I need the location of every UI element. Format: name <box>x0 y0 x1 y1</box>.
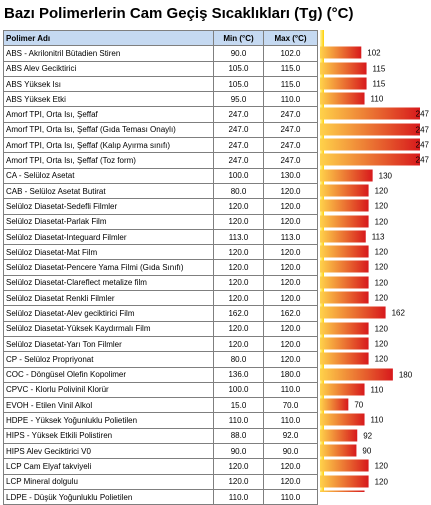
table-row[interactable]: Selüloz Diasetat-Yarı Ton Filmler 120.0 12… <box>3 335 318 353</box>
table-row[interactable]: CAB - Selüloz Asetat Butirat 80.0 120.0 <box>3 182 318 200</box>
bar-value-label: 113 <box>372 233 385 242</box>
bar-value-label: 120 <box>375 294 389 303</box>
chart-bar <box>320 46 362 59</box>
bar-value-label: 247 <box>416 156 430 165</box>
table-row[interactable]: Selüloz Diasetat-Mat Film 120.0 120.0 <box>3 244 318 261</box>
bar-value-label: 120 <box>375 263 389 272</box>
chart-bar <box>320 77 367 90</box>
bar-value-label: 120 <box>375 218 389 227</box>
chart-bar <box>320 291 369 304</box>
bar-value-label: 110 <box>371 416 384 425</box>
bar-value-label: 110 <box>371 95 384 104</box>
table-row[interactable]: Amorf TPI, Orta Isı, Şeffaf 247.0 247.0 <box>3 106 318 123</box>
chart-bar <box>320 444 357 457</box>
table-row[interactable]: EVOH - Etilen Vinil Alkol 15.0 70.0 <box>3 397 318 414</box>
column-header-name[interactable]: Polimer Adı <box>3 29 214 47</box>
chart-bar <box>320 215 369 228</box>
bar-value-label: 70 <box>354 401 363 410</box>
bar-value-label: 120 <box>375 187 389 196</box>
chart-bar <box>320 322 369 335</box>
chart-bar <box>320 199 369 212</box>
bar-value-label: 120 <box>375 462 389 471</box>
cell-max[interactable]: 247.0 <box>263 121 318 139</box>
column-header-max[interactable]: Max (°C) <box>263 29 318 47</box>
data-table: Polimer Adı Min (°C) Max (°C) ABS - Akri… <box>3 29 318 505</box>
bar-value-label: 247 <box>416 110 430 119</box>
chart-bar <box>320 245 369 258</box>
cell-max[interactable]: 115.0 <box>263 75 318 93</box>
bar-value-label: 120 <box>375 355 389 364</box>
page-title: Bazı Polimerlerin Cam Geçiş Sıcaklıkları… <box>4 5 354 22</box>
table-row[interactable]: Amorf TPI, Orta Isı, Şeffaf (Gıda Teması… <box>3 121 318 139</box>
bar-value-label: 92 <box>363 432 372 441</box>
chart-bar <box>320 490 365 492</box>
chart-bar <box>320 368 393 381</box>
bar-value-label: 130 <box>379 172 393 181</box>
bar-value-label: 115 <box>373 80 386 89</box>
chart-bar <box>320 62 367 75</box>
chart-bar <box>320 123 420 136</box>
chart-bar <box>320 383 365 396</box>
chart-bar <box>320 413 365 426</box>
chart-bar <box>320 230 366 243</box>
chart-bar <box>320 337 369 350</box>
table-body: ABS - Akrilonitril Bütadien Stiren 90.0 10… <box>3 45 318 505</box>
table-row[interactable]: Selüloz Diasetat-Sedefli Filmler 120.0 120… <box>3 198 318 215</box>
chart-bar <box>320 153 420 166</box>
bar-value-label: 162 <box>392 309 406 318</box>
chart-bar <box>320 276 369 289</box>
bar-value-label: 120 <box>375 248 389 257</box>
chart-bar <box>320 475 369 488</box>
column-header-min[interactable]: Min (°C) <box>213 29 264 47</box>
table-row[interactable]: ABS Alev Geciktirici 105.0 115.0 <box>3 60 318 77</box>
chart-bar <box>320 138 420 151</box>
bar-value-label: 120 <box>375 340 389 349</box>
table-row[interactable]: HIPS - Yüksek Etkili Polistiren 88.0 92.0 <box>3 427 318 445</box>
chart-bar <box>320 107 420 120</box>
chart-bar <box>320 352 369 365</box>
bar-value-label: 120 <box>375 325 389 334</box>
table-row[interactable]: Selüloz Diasetat-Parlak Film 120.0 120.0 <box>3 213 318 230</box>
chart-bar <box>320 459 369 472</box>
cell-max[interactable]: 115.0 <box>263 60 318 77</box>
chart-bar <box>320 398 349 411</box>
bar-value-label: 110 <box>371 386 384 395</box>
chart-bar <box>320 184 369 197</box>
bar-value-label: 90 <box>362 447 371 456</box>
bar-value-label: 247 <box>416 141 430 150</box>
chart-bar <box>320 92 365 105</box>
bar-value-label: 115 <box>373 65 386 74</box>
bar-value-label: 120 <box>375 202 389 211</box>
bar-value-label: 247 <box>416 126 430 135</box>
chart-bar <box>320 429 358 442</box>
table-header-row: Polimer Adı Min (°C) Max (°C) <box>3 29 318 47</box>
bar-value-label: 120 <box>375 478 389 487</box>
bar-chart: 102 115 115 110 247 247 247 247 130 120 120 120 113 1… <box>320 30 430 492</box>
bar-value-label: 120 <box>375 279 389 288</box>
chart-bar <box>320 169 373 182</box>
bar-value-label: 102 <box>367 49 381 58</box>
table-row[interactable]: Selüloz Diasetat-Pencere Yama Filmi (Gıd… <box>3 259 318 276</box>
table-row[interactable]: CP - Selüloz Propriyonat 80.0 120.0 <box>3 351 318 368</box>
chart-bar <box>320 306 386 319</box>
chart-bar <box>320 260 369 273</box>
bar-value-label: 180 <box>399 371 413 380</box>
